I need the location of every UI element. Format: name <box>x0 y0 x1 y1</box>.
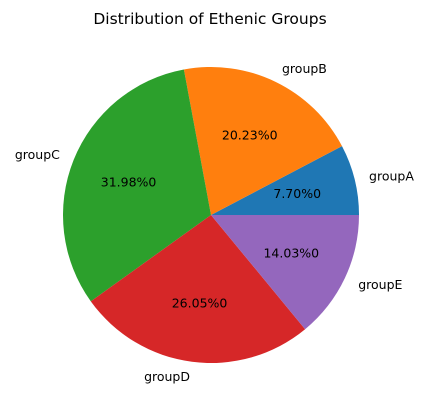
pie-labels: groupA 7.70%0 groupB 20.23%0 groupC 31.98%0 gr… <box>15 61 414 384</box>
category-label-groupC: groupC <box>15 147 60 162</box>
pie-slice-groupB <box>183 66 343 215</box>
category-label-groupD: groupD <box>144 369 190 384</box>
pie-slice-groupE <box>211 215 359 330</box>
chart-title: Distribution of Ethenic Groups <box>93 10 326 28</box>
pie-slice-groupD <box>90 215 306 364</box>
percent-label-groupB: 20.23%0 <box>222 128 278 143</box>
percent-label-groupE: 14.03%0 <box>263 245 319 260</box>
percent-label-groupD: 26.05%0 <box>172 296 228 311</box>
percent-label-groupC: 31.98%0 <box>101 174 157 189</box>
percent-label-groupA: 7.70%0 <box>273 186 321 201</box>
category-label-groupB: groupB <box>282 61 327 76</box>
pie-slice-groupC <box>62 69 211 302</box>
category-label-groupA: groupA <box>369 168 414 183</box>
pie-slice-groupA <box>211 146 359 215</box>
category-label-groupE: groupE <box>358 277 402 292</box>
pie-slices <box>62 66 359 364</box>
